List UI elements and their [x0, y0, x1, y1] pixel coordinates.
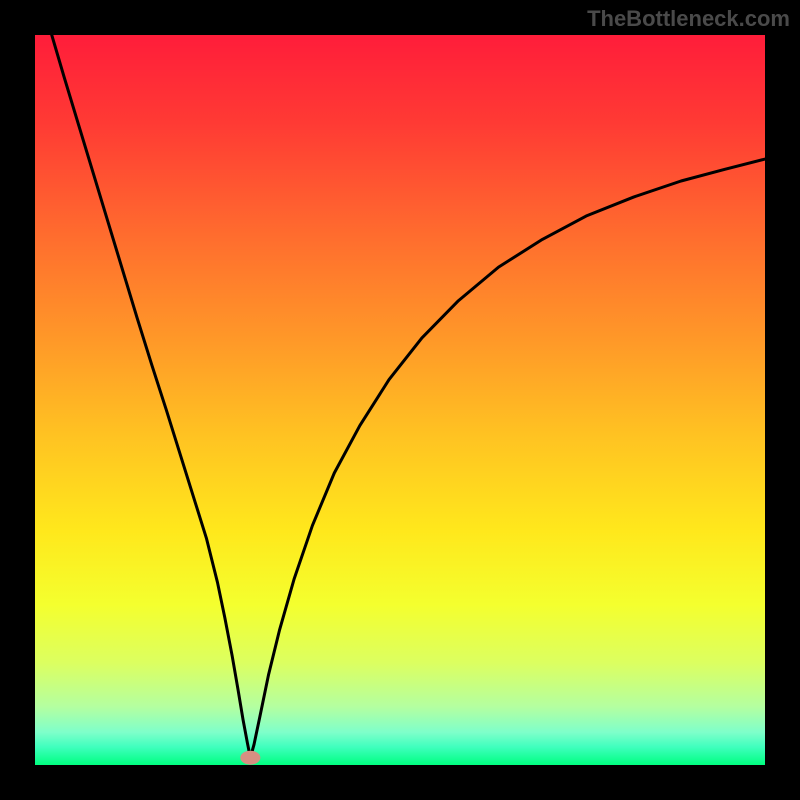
watermark-label: TheBottleneck.com	[587, 6, 790, 32]
chart-stage: TheBottleneck.com	[0, 0, 800, 800]
plot-background	[35, 35, 765, 765]
bottleneck-curve-chart	[0, 0, 800, 800]
curve-minimum-dot	[240, 751, 260, 765]
